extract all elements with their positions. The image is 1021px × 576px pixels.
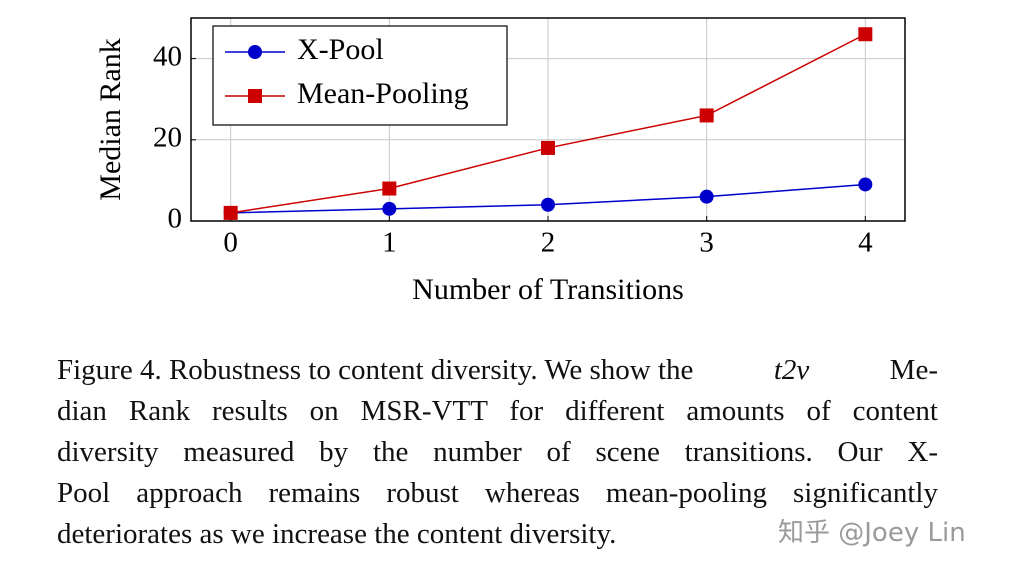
legend-box [212, 25, 508, 126]
legend-label: X-Pool [297, 33, 384, 66]
caption-line: dian Rank results on MSR-VTT for differe… [57, 391, 938, 432]
data-point [223, 205, 238, 220]
data-point [699, 108, 714, 123]
y-axis-label: Median Rank [94, 38, 127, 200]
caption-text: dian Rank results on MSR-VTT for differe… [57, 395, 938, 427]
legend: X-Pool Mean-Pooling [212, 25, 508, 126]
caption-text: t2v [773, 354, 810, 386]
x-axis-label: Number of Transitions [412, 273, 684, 306]
data-point [699, 189, 714, 204]
caption-text: Me- [889, 354, 938, 386]
data-point [858, 177, 873, 192]
caption: Figure 4. Robustness to content diversit… [57, 350, 938, 555]
caption-text: Pool approach remains robust whereas mea… [57, 477, 938, 509]
y-tick-label: 0 [168, 203, 183, 235]
caption-text: Figure 4. Robustness to content diversit… [57, 354, 694, 386]
plot-frame [190, 17, 906, 222]
data-point [382, 201, 397, 216]
y-tick-label: 20 [153, 121, 182, 153]
watermark: 知乎 @Joey Lin [778, 518, 966, 548]
data-point [541, 140, 555, 155]
caption-line: deteriorates as we increase the content … [57, 514, 938, 555]
legend-marker [248, 45, 262, 59]
caption-line: diversity measured by the number of scen… [57, 432, 938, 473]
data-point [858, 27, 873, 42]
caption-text: diversity measured by the number of scen… [57, 436, 938, 468]
x-tick-label: 3 [699, 227, 714, 259]
data-point [382, 181, 397, 196]
legend-label: Mean-Pooling [297, 77, 469, 110]
x-tick-label: 1 [382, 227, 397, 259]
x-tick-label: 2 [541, 227, 556, 259]
y-tick-label: 40 [153, 40, 182, 72]
data-point [541, 197, 555, 212]
x-tick-label: 4 [858, 227, 873, 259]
legend-marker [248, 89, 262, 103]
caption-text: deteriorates as we increase the content … [57, 518, 617, 550]
caption-line: Figure 4. Robustness to content diversit… [57, 350, 938, 391]
x-tick-label: 0 [223, 227, 238, 259]
caption-line: Pool approach remains robust whereas mea… [57, 473, 938, 514]
